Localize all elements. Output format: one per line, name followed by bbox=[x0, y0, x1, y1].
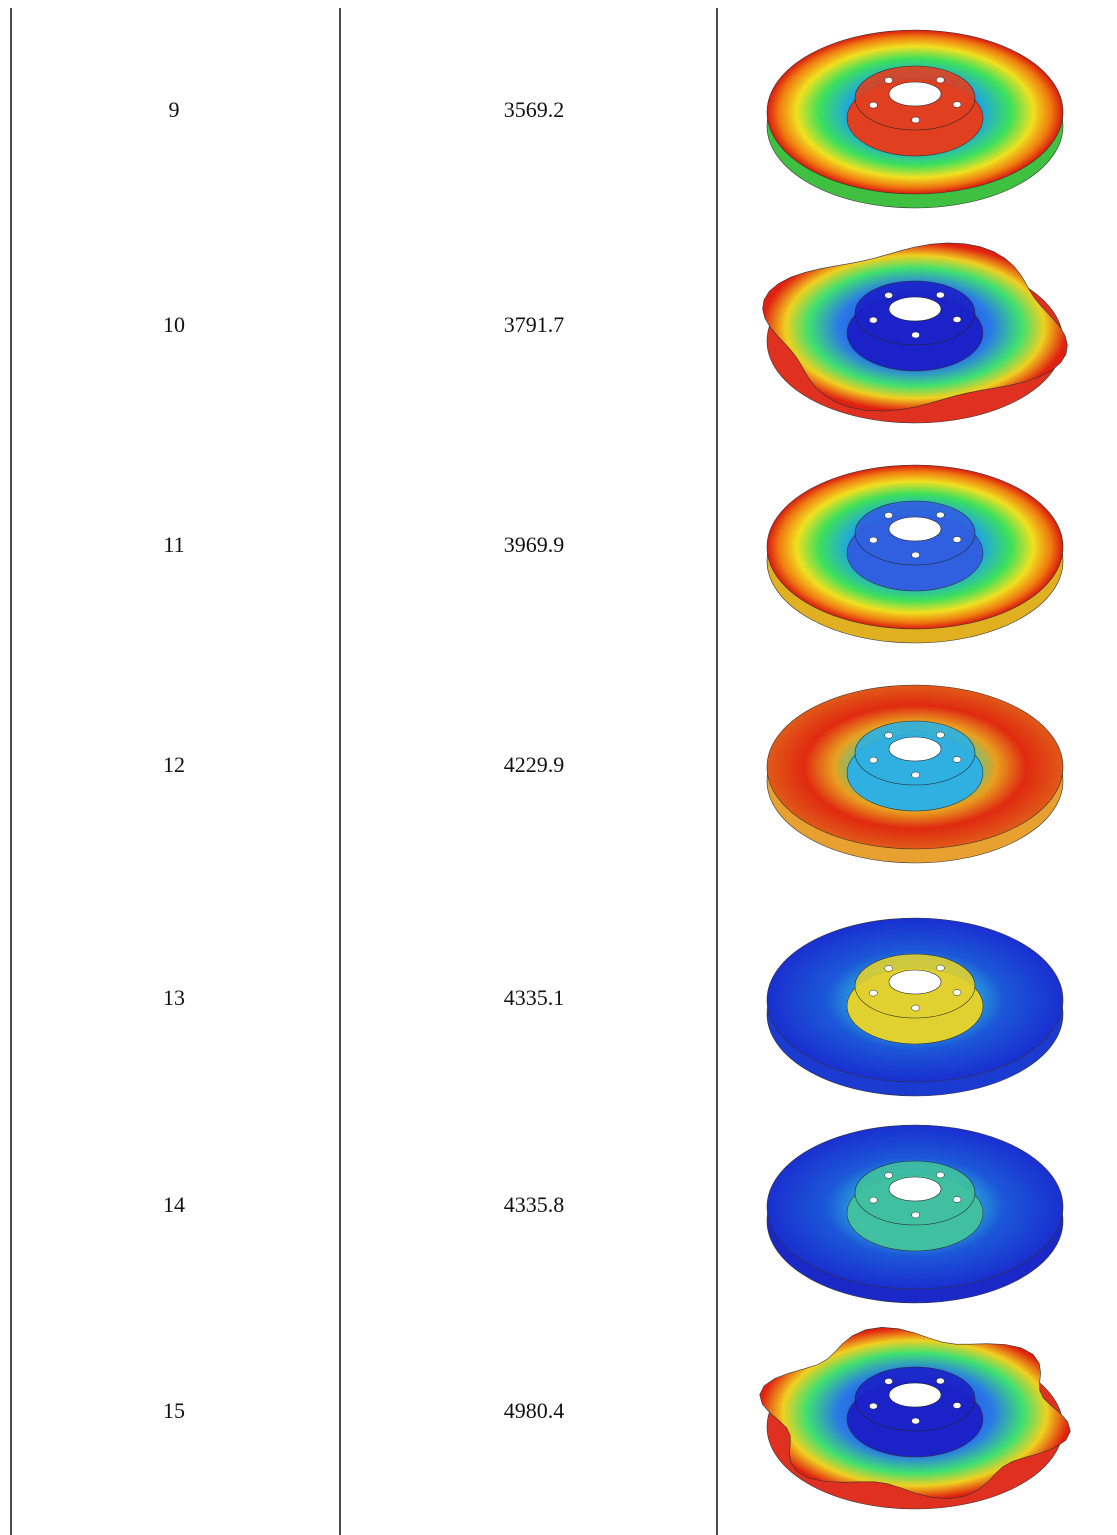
bolt-hole bbox=[953, 1197, 961, 1203]
mode-shape-image bbox=[767, 1125, 1063, 1303]
frequency: 4335.1 bbox=[504, 985, 565, 1010]
bolt-hole bbox=[936, 732, 944, 738]
frequency: 3791.7 bbox=[504, 312, 565, 337]
hub-bore bbox=[889, 737, 941, 761]
bolt-hole bbox=[869, 317, 877, 323]
bolt-hole bbox=[953, 317, 961, 323]
bolt-hole bbox=[936, 77, 944, 83]
bolt-hole bbox=[912, 1418, 920, 1424]
mode-number: 13 bbox=[163, 985, 185, 1010]
bolt-hole bbox=[936, 1172, 944, 1178]
mode-number: 14 bbox=[163, 1192, 185, 1217]
bolt-hole bbox=[936, 1378, 944, 1384]
mode-shape-image bbox=[767, 30, 1063, 208]
hub-bore bbox=[889, 1383, 941, 1407]
bolt-hole bbox=[869, 1403, 877, 1409]
frequency: 3569.2 bbox=[504, 97, 565, 122]
frequency: 4335.8 bbox=[504, 1192, 565, 1217]
bolt-hole bbox=[885, 732, 893, 738]
mode-number: 9 bbox=[169, 97, 180, 122]
bolt-hole bbox=[953, 537, 961, 543]
bolt-hole bbox=[912, 332, 920, 338]
page: 9 3569.2 10 3791.7 11 3969.9 12 4229.9 13 4335.1 1… bbox=[0, 0, 1117, 1535]
mode-shape-image bbox=[763, 243, 1068, 423]
bolt-hole bbox=[953, 102, 961, 108]
bolt-hole bbox=[869, 1197, 877, 1203]
hub-bore bbox=[889, 970, 941, 994]
bolt-hole bbox=[885, 292, 893, 298]
bolt-hole bbox=[885, 512, 893, 518]
bolt-hole bbox=[885, 1172, 893, 1178]
mode-number: 12 bbox=[163, 752, 185, 777]
bolt-hole bbox=[869, 757, 877, 763]
bolt-hole bbox=[885, 77, 893, 83]
mode-shape-image bbox=[767, 685, 1063, 863]
frequency: 4229.9 bbox=[504, 752, 565, 777]
mode-number: 11 bbox=[163, 532, 184, 557]
bolt-hole bbox=[885, 1378, 893, 1384]
hub-bore bbox=[889, 297, 941, 321]
mode-shape-image bbox=[760, 1327, 1071, 1509]
bolt-hole bbox=[885, 965, 893, 971]
bolt-hole bbox=[912, 1005, 920, 1011]
bolt-hole bbox=[936, 512, 944, 518]
bolt-hole bbox=[912, 117, 920, 123]
table: 9 3569.2 10 3791.7 11 3969.9 12 4229.9 13 4335.1 1… bbox=[0, 0, 1117, 1535]
bolt-hole bbox=[912, 772, 920, 778]
bolt-hole bbox=[936, 965, 944, 971]
hub-bore bbox=[889, 1177, 941, 1201]
bolt-hole bbox=[953, 990, 961, 996]
bolt-hole bbox=[953, 757, 961, 763]
hub-bore bbox=[889, 517, 941, 541]
mode-number: 15 bbox=[163, 1398, 185, 1423]
frequency: 3969.9 bbox=[504, 532, 565, 557]
bolt-hole bbox=[912, 1212, 920, 1218]
bolt-hole bbox=[936, 292, 944, 298]
frequency: 4980.4 bbox=[504, 1398, 565, 1423]
mode-number: 10 bbox=[163, 312, 185, 337]
mode-shape-image bbox=[767, 465, 1063, 643]
bolt-hole bbox=[912, 552, 920, 558]
hub-bore bbox=[889, 82, 941, 106]
bolt-hole bbox=[869, 102, 877, 108]
bolt-hole bbox=[869, 537, 877, 543]
bolt-hole bbox=[953, 1403, 961, 1409]
mode-shape-image bbox=[767, 918, 1063, 1096]
bolt-hole bbox=[869, 990, 877, 996]
